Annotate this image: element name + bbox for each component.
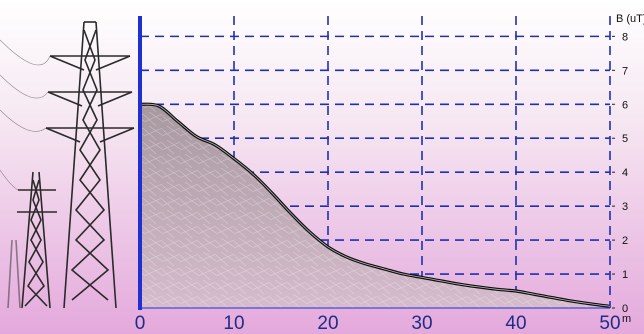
data-point bbox=[252, 173, 254, 175]
y-tick-label: 4 bbox=[622, 167, 628, 179]
data-point bbox=[496, 288, 498, 290]
data-point bbox=[609, 305, 611, 307]
y-tick-labels: 0 1 2 3 4 5 6 7 8 bbox=[612, 31, 628, 315]
power-lines bbox=[0, 39, 51, 191]
x-tick-label: 10 bbox=[223, 313, 244, 334]
series-line-highlight bbox=[139, 103, 611, 307]
data-point bbox=[158, 105, 160, 107]
data-point bbox=[459, 283, 461, 285]
x-tick-label: 50 bbox=[599, 313, 620, 334]
data-point bbox=[590, 303, 592, 305]
y-tick-label: 3 bbox=[622, 201, 628, 213]
data-point bbox=[383, 268, 385, 270]
y-axis-label: B (uT) bbox=[616, 13, 644, 25]
data-point bbox=[534, 293, 536, 295]
x-tick-label: 0 bbox=[135, 313, 146, 334]
data-point bbox=[214, 144, 216, 146]
data-point bbox=[308, 231, 310, 233]
data-point bbox=[515, 290, 517, 292]
power-pylon-icon bbox=[7, 21, 135, 309]
y-tick-label: 1 bbox=[622, 269, 628, 281]
data-point bbox=[346, 256, 348, 258]
data-point bbox=[289, 212, 291, 214]
y-tick-label: 5 bbox=[622, 133, 628, 145]
y-tick-label: 6 bbox=[622, 99, 628, 111]
y-tick-label: 7 bbox=[622, 65, 628, 77]
x-axis-label: m bbox=[622, 313, 631, 325]
x-tick-label: 40 bbox=[505, 313, 526, 334]
field-area-texture bbox=[140, 104, 610, 308]
x-tick-label: 20 bbox=[317, 313, 338, 334]
data-point bbox=[271, 192, 273, 194]
data-point bbox=[553, 297, 555, 299]
data-point bbox=[139, 103, 141, 105]
data-point bbox=[421, 276, 423, 278]
data-point bbox=[365, 263, 367, 265]
y-tick-label: 2 bbox=[622, 235, 628, 247]
data-point bbox=[477, 286, 479, 288]
x-tick-label: 30 bbox=[411, 313, 432, 334]
data-point bbox=[195, 136, 197, 138]
data-point bbox=[440, 280, 442, 282]
data-point bbox=[402, 273, 404, 275]
data-point bbox=[571, 300, 573, 302]
y-tick-label: 8 bbox=[622, 31, 628, 43]
data-point bbox=[177, 120, 179, 122]
y-tick-label: 0 bbox=[622, 303, 628, 315]
data-point bbox=[327, 246, 329, 248]
data-point bbox=[233, 158, 235, 160]
x-tick-labels: 0 10 20 30 40 50 bbox=[135, 313, 621, 334]
